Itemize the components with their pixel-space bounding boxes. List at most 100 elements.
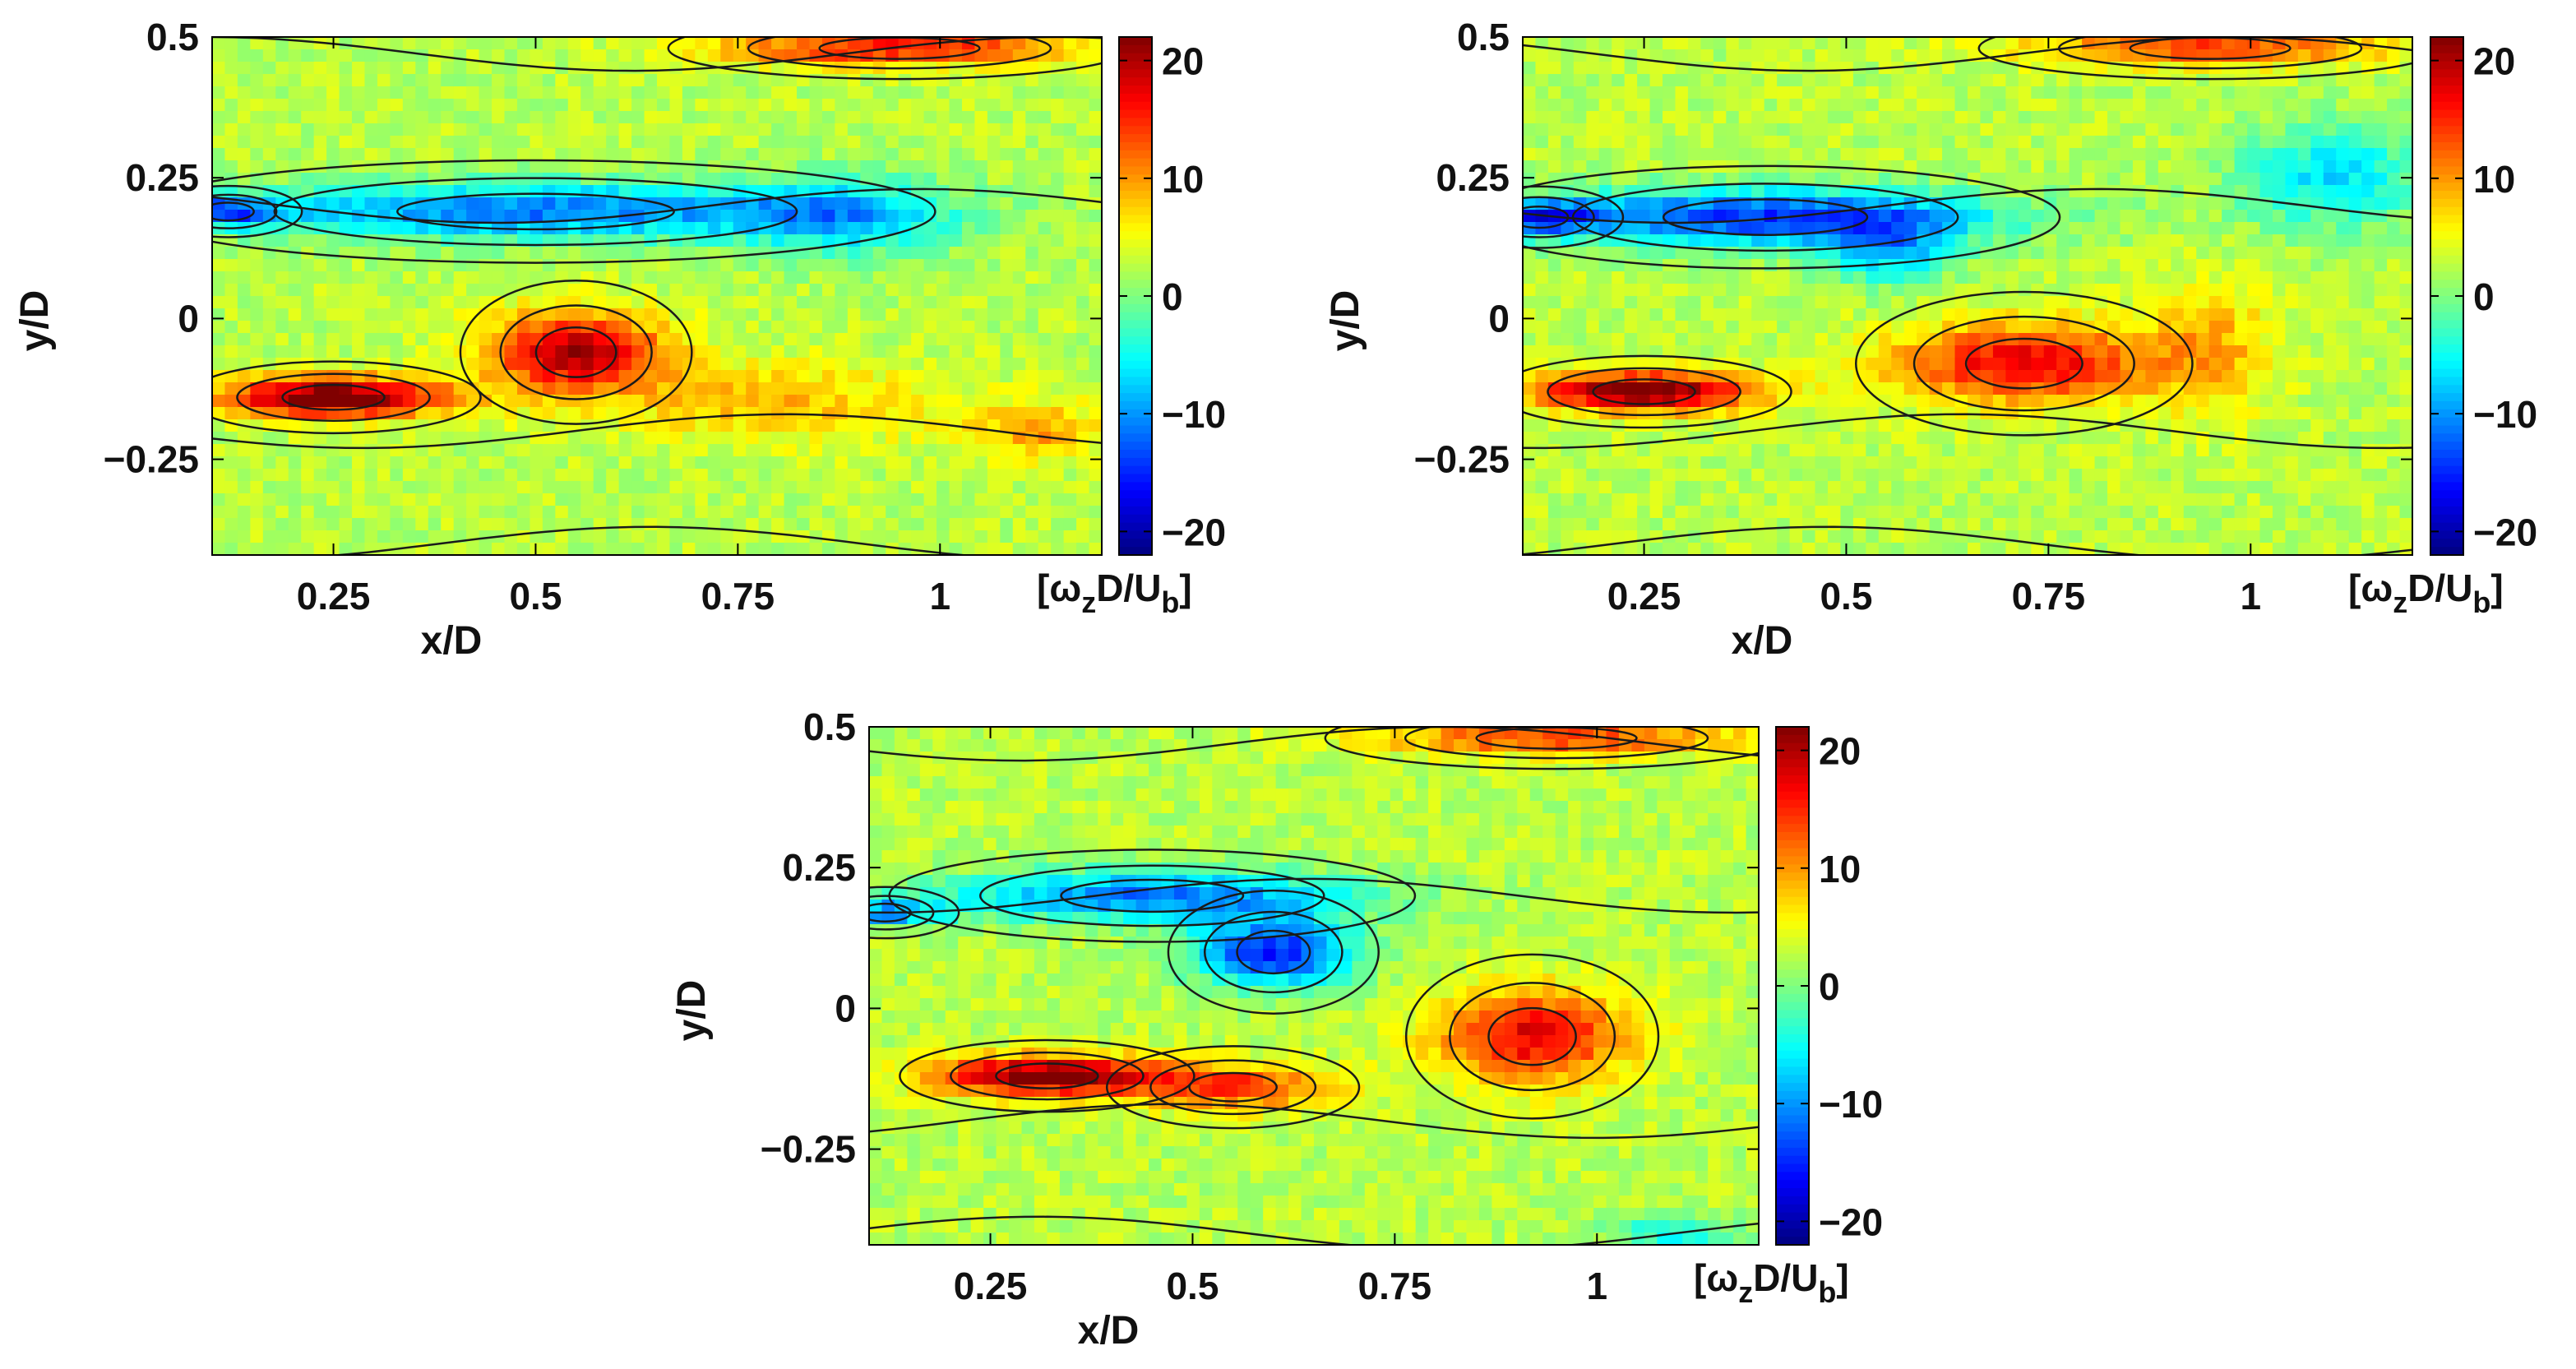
heatmap-cell: [1751, 148, 1765, 161]
heatmap-cell: [669, 86, 683, 99]
heatmap-cell: [911, 148, 925, 161]
heatmap-cell: [949, 333, 963, 346]
heatmap-cell: [1000, 419, 1014, 432]
heatmap-cell: [797, 197, 811, 210]
heatmap-cell: [567, 456, 582, 469]
heatmap-cell: [606, 74, 620, 87]
heatmap-cell: [1612, 173, 1626, 186]
heatmap-cell: [2069, 148, 2083, 161]
heatmap-cell: [262, 259, 277, 272]
heatmap-cell: [987, 382, 1001, 395]
heatmap-cell: [618, 432, 632, 445]
heatmap-cell: [682, 284, 696, 297]
heatmap-cell: [1000, 173, 1014, 186]
heatmap-cell: [1535, 419, 1549, 432]
heatmap-cell: [1802, 99, 1816, 112]
heatmap-cell: [1547, 370, 1562, 383]
heatmap-cell: [821, 543, 836, 555]
heatmap-cell: [1751, 432, 1765, 445]
heatmap-cell: [250, 432, 264, 445]
heatmap-cell: [1687, 395, 1702, 408]
heatmap-cell: [771, 86, 785, 99]
heatmap-cell: [860, 493, 874, 506]
heatmap-cell: [2018, 37, 2033, 50]
heatmap-cell: [682, 444, 696, 457]
heatmap-cell: [580, 111, 594, 124]
heatmap-cell: [771, 456, 785, 469]
heatmap-cell: [567, 358, 582, 371]
heatmap-cell: [733, 321, 747, 334]
heatmap-cell: [1891, 432, 1905, 445]
heatmap-cell: [377, 99, 391, 112]
heatmap-cell: [1738, 469, 1753, 482]
heatmap-cell: [377, 160, 391, 173]
heatmap-cell: [1000, 296, 1014, 309]
heatmap-cell: [1663, 321, 1676, 334]
heatmap-cell: [974, 543, 988, 555]
heatmap-cell: [1012, 358, 1027, 371]
heatmap-cell: [516, 247, 531, 260]
heatmap-cell: [479, 419, 493, 432]
heatmap-cell: [1929, 444, 1943, 457]
heatmap-cell: [1637, 518, 1651, 531]
heatmap-cell: [1573, 493, 1588, 506]
heatmap-cell: [262, 395, 277, 408]
heatmap-cell: [1764, 99, 1778, 112]
heatmap-cell: [453, 160, 467, 173]
heatmap-cell: [1726, 456, 1740, 469]
heatmap-cell: [1891, 210, 1905, 223]
heatmap-cell: [237, 148, 252, 161]
heatmap-cell: [1598, 247, 1612, 260]
heatmap-cell: [886, 493, 900, 506]
heatmap-cell: [733, 259, 747, 272]
colorbar-segment: [1119, 166, 1152, 176]
colorbar-segment: [1119, 296, 1152, 305]
heatmap-cell: [352, 506, 366, 519]
heatmap-cell: [352, 74, 366, 87]
heatmap-cell: [1891, 185, 1905, 198]
heatmap-cell: [669, 111, 683, 124]
heatmap-cell: [516, 321, 531, 334]
heatmap-cell: [974, 308, 988, 321]
heatmap-cell: [618, 185, 632, 198]
heatmap-cell: [1802, 259, 1816, 272]
heatmap-cell: [898, 419, 912, 432]
heatmap-cell: [1878, 321, 1893, 334]
heatmap-cell: [809, 419, 823, 432]
heatmap-cell: [2018, 49, 2033, 62]
heatmap-cell: [2082, 99, 2096, 112]
heatmap-cell: [657, 136, 671, 149]
heatmap-cell: [784, 160, 798, 173]
heatmap-cell: [606, 370, 620, 383]
heatmap-cell: [339, 481, 353, 494]
heatmap-cell: [1535, 382, 1549, 395]
heatmap-cell: [1000, 136, 1014, 149]
contour-line: [534, 326, 617, 378]
heatmap-cell: [1612, 518, 1626, 531]
heatmap-cell: [250, 481, 264, 494]
heatmap-cell: [352, 530, 366, 543]
heatmap-cell: [784, 271, 798, 284]
heatmap-cell: [618, 136, 632, 149]
heatmap-cell: [1025, 469, 1039, 482]
heatmap-cell: [1663, 469, 1676, 482]
heatmap-cell: [288, 419, 302, 432]
heatmap-cell: [1637, 136, 1651, 149]
heatmap-cell: [1547, 481, 1562, 494]
heatmap-cell: [313, 506, 327, 519]
heatmap-cell: [1000, 160, 1014, 173]
heatmap-cell: [1637, 234, 1651, 247]
heatmap-cell: [606, 481, 620, 494]
heatmap-cell: [1663, 136, 1676, 149]
heatmap-cell: [250, 234, 264, 247]
heatmap-cell: [516, 370, 531, 383]
heatmap-cell: [2094, 210, 2108, 223]
heatmap-cell: [504, 259, 518, 272]
heatmap-cell: [923, 185, 937, 198]
heatmap-cell: [377, 173, 391, 186]
heatmap-cell: [797, 148, 811, 161]
heatmap-cell: [1700, 197, 1714, 210]
heatmap-cell: [1687, 173, 1702, 186]
heatmap-cell: [1586, 333, 1600, 346]
heatmap-cell: [1764, 395, 1778, 408]
